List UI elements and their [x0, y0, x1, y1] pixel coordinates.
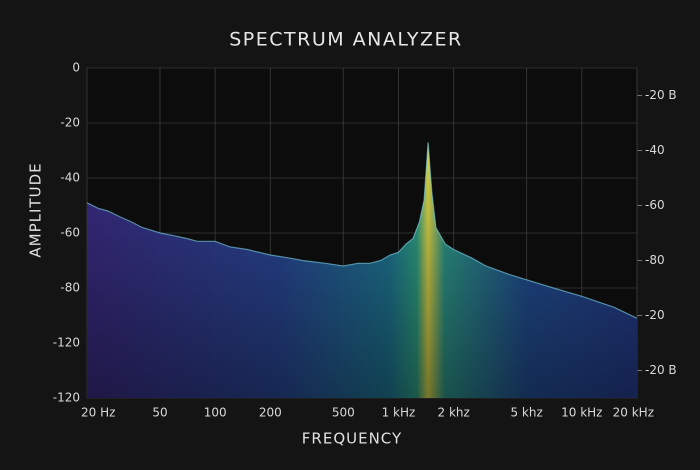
y-tick-label: -60 [60, 226, 80, 240]
spectrum-shade [87, 142, 637, 398]
x-tick-label: 1 kHz [382, 406, 416, 420]
y-tick-label: -120 [53, 336, 80, 350]
x-tick-label: 500 [332, 406, 355, 420]
x-tick-label: 2 khz [438, 406, 470, 420]
plot-layer: 0 -20 -40 -60 -80 -120 -120 -20 B -40 -60 -80 -20 -2… [53, 61, 677, 420]
y-tick-label: -80 [60, 281, 80, 295]
y2-tick-label: -80 [645, 253, 665, 267]
y-tick-label: -20 [60, 116, 80, 130]
y-tick-label: -40 [60, 171, 80, 185]
y-tick-label: 0 [72, 61, 80, 75]
x-tick-label: 20 Hz [81, 406, 115, 420]
y-axis-label: AMPLITUDE [27, 162, 45, 257]
y2-tick-label: -20 B [645, 363, 677, 377]
x-tick-label: 200 [259, 406, 282, 420]
x-tick-label: 10 kHz [561, 406, 602, 420]
x-tick-label: 5 khz [510, 406, 542, 420]
x-tick-label: 100 [204, 406, 227, 420]
y2-tick-label: -40 [645, 143, 665, 157]
x-tick-label: 20 kHz [613, 406, 654, 420]
x-axis-label: FREQUENCY [302, 430, 402, 448]
y2-tick-label: -20 B [645, 88, 677, 102]
y-tick-label: -120 [53, 391, 80, 405]
x-tick-label: 50 [152, 406, 167, 420]
chart-title: SPECTRUM ANALYZER [229, 29, 463, 51]
spectrum-line [86, 142, 638, 319]
y2-tick-label: -20 [645, 308, 665, 322]
y2-tick-label: -60 [645, 198, 665, 212]
